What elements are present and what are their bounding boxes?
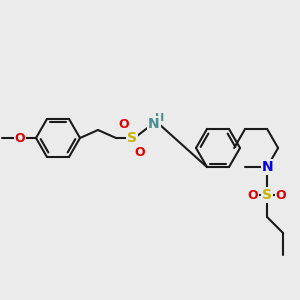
Text: O: O bbox=[135, 146, 145, 158]
Text: N: N bbox=[261, 160, 273, 174]
Text: O: O bbox=[276, 189, 286, 202]
Text: O: O bbox=[15, 131, 25, 145]
Text: S: S bbox=[262, 188, 272, 202]
Text: H: H bbox=[155, 113, 165, 123]
Text: S: S bbox=[127, 131, 137, 145]
Text: N: N bbox=[148, 117, 160, 131]
Text: O: O bbox=[248, 189, 258, 202]
Text: O: O bbox=[119, 118, 129, 130]
